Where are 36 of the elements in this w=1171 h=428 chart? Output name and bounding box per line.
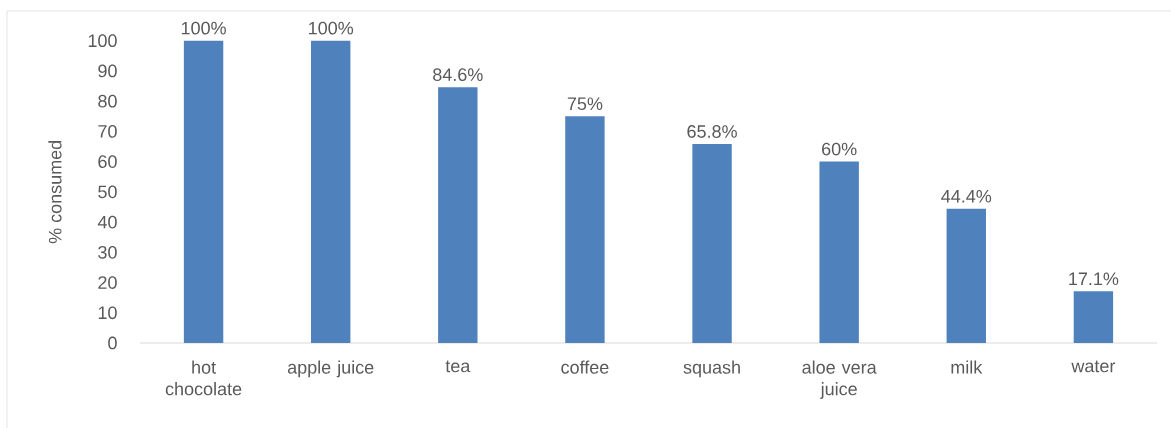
data-label: 60% <box>822 142 857 156</box>
data-label: 65.8% <box>687 125 737 138</box>
x-tick-label: aloe vera juice <box>802 360 877 399</box>
bar <box>692 144 732 343</box>
data-label: 44.4% <box>941 189 992 203</box>
x-tick-label: coffee <box>561 360 609 374</box>
y-tick-label: 60 <box>98 155 117 168</box>
bar <box>1073 291 1114 343</box>
bar <box>946 208 986 343</box>
bar <box>565 116 605 343</box>
x-tick-label: milk <box>951 360 983 374</box>
data-label: 100% <box>181 21 226 35</box>
y-tick-label: 100 <box>88 34 117 48</box>
data-label: 17.1% <box>1069 272 1119 286</box>
bar <box>310 40 351 343</box>
data-label: 75% <box>567 97 603 111</box>
y-tick-label: 90 <box>98 64 117 78</box>
y-axis-title: % consumed <box>48 141 62 244</box>
x-tick-label: tea <box>445 360 471 373</box>
data-label: 100% <box>309 21 354 35</box>
bar <box>819 161 859 343</box>
y-tick-label: 10 <box>98 306 117 320</box>
x-tick-label: hot chocolate <box>165 360 242 396</box>
y-tick-label: 20 <box>98 276 117 289</box>
y-tick-label: 70 <box>98 125 117 138</box>
y-tick-label: 30 <box>98 245 117 259</box>
x-tick-label: water <box>1071 360 1116 373</box>
bar <box>183 40 224 343</box>
y-tick-label: 40 <box>97 215 117 229</box>
y-tick-label: 50 <box>98 185 117 199</box>
bar <box>438 87 478 343</box>
x-tick-label: squash <box>683 360 740 378</box>
y-tick-label: 0 <box>108 336 117 350</box>
y-tick-label: 80 <box>98 94 117 108</box>
x-tick-label: apple juice <box>287 360 374 378</box>
data-label: 84.6% <box>433 68 483 82</box>
